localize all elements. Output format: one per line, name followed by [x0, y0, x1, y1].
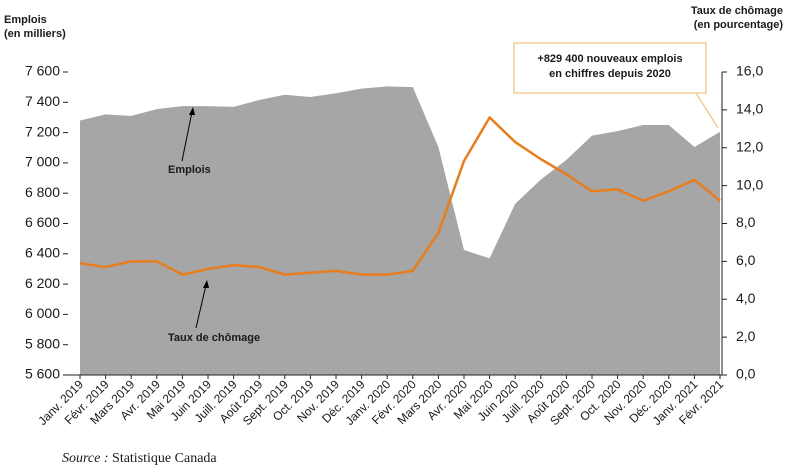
- y-tick-label: 6 800: [25, 184, 60, 200]
- y-tick-label: 6 600: [25, 214, 60, 230]
- arrow-head: [203, 280, 209, 288]
- y-tick-label: 6 400: [25, 245, 60, 261]
- y-axis-label: Emplois: [4, 14, 47, 26]
- y2-axis-label: (en pourcentage): [694, 19, 784, 31]
- line: [79, 116, 721, 276]
- y2-axis-label: Taux de chômage: [691, 5, 783, 17]
- y2-tick-label: 12,0: [736, 138, 763, 154]
- y-tick-label: 7 400: [25, 93, 60, 109]
- y-tick-label: 6 000: [25, 305, 60, 321]
- arrow-head: [189, 107, 195, 115]
- arrow: [195, 284, 207, 329]
- y2-tick-label: 2,0: [736, 328, 756, 344]
- y-tick-label: 5 800: [25, 335, 60, 351]
- annotation-leader: [695, 92, 719, 129]
- annotation: +829 400 nouveaux emplois: [537, 53, 682, 65]
- y-tick-label: 7 600: [25, 63, 60, 79]
- y2-tick-label: 6,0: [736, 252, 756, 268]
- y2-tick-label: 0,0: [736, 366, 756, 382]
- source-label: Source :: [62, 451, 109, 466]
- y-tick-label: 7 200: [25, 123, 60, 139]
- y-tick-label: 5 600: [25, 366, 60, 382]
- y2-tick-label: 8,0: [736, 214, 756, 230]
- plot-area: [79, 86, 721, 375]
- arrow: [181, 111, 193, 162]
- annotation: en chiffres depuis 2020: [549, 68, 671, 80]
- source-text: Statistique Canada: [112, 451, 217, 466]
- y-tick-label: 7 000: [25, 154, 60, 170]
- y2-tick-label: 16,0: [736, 63, 763, 79]
- area: [80, 86, 720, 375]
- y-tick-label: 6 200: [25, 275, 60, 291]
- source: Source : Statistique Canada: [62, 451, 217, 466]
- series-label: Taux de chômage: [168, 332, 260, 344]
- y2-tick-label: 10,0: [736, 176, 763, 192]
- y-axis-label: (en milliers): [4, 28, 66, 40]
- series-label: Emplois: [168, 164, 211, 176]
- y2-tick-label: 14,0: [736, 101, 763, 117]
- annotation-box: [513, 42, 707, 94]
- y2-tick-label: 4,0: [736, 290, 756, 306]
